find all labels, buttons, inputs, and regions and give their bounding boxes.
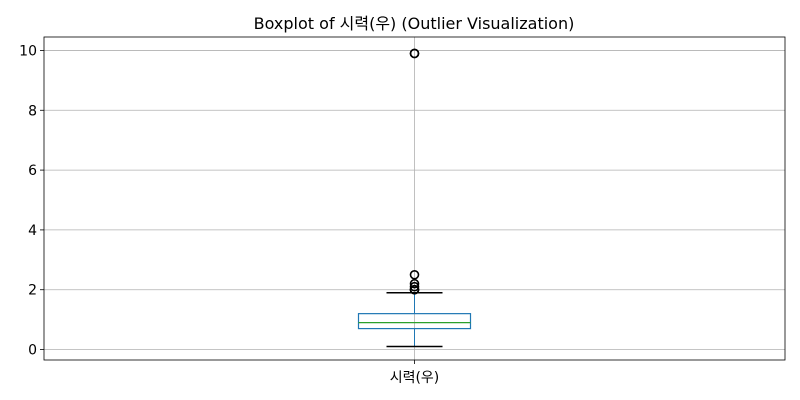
x-tick-label: 시력(우) [390, 370, 440, 386]
outlier-point [409, 269, 420, 280]
y-tick-label: 10 [19, 43, 37, 59]
axes-layer: 0 2 4 6 8 10 시력(우) [19, 36, 786, 386]
grid-layer [44, 37, 785, 360]
chart-title: Boxplot of 시력(우) (Outlier Visualization) [254, 14, 575, 33]
y-tick-label: 2 [28, 283, 37, 299]
outlier-point [409, 284, 420, 295]
iqr-box [357, 313, 472, 330]
plot-frame [43, 36, 786, 361]
y-tick-label: 8 [28, 103, 37, 119]
outlier-point [409, 278, 420, 289]
box-layer [357, 48, 472, 348]
y-tick-label: 4 [28, 223, 37, 239]
y-tick-label: 0 [28, 343, 37, 359]
outlier-point [409, 48, 420, 59]
y-tick-label: 6 [28, 163, 37, 179]
outlier-point [409, 281, 420, 292]
box-group [357, 48, 472, 348]
